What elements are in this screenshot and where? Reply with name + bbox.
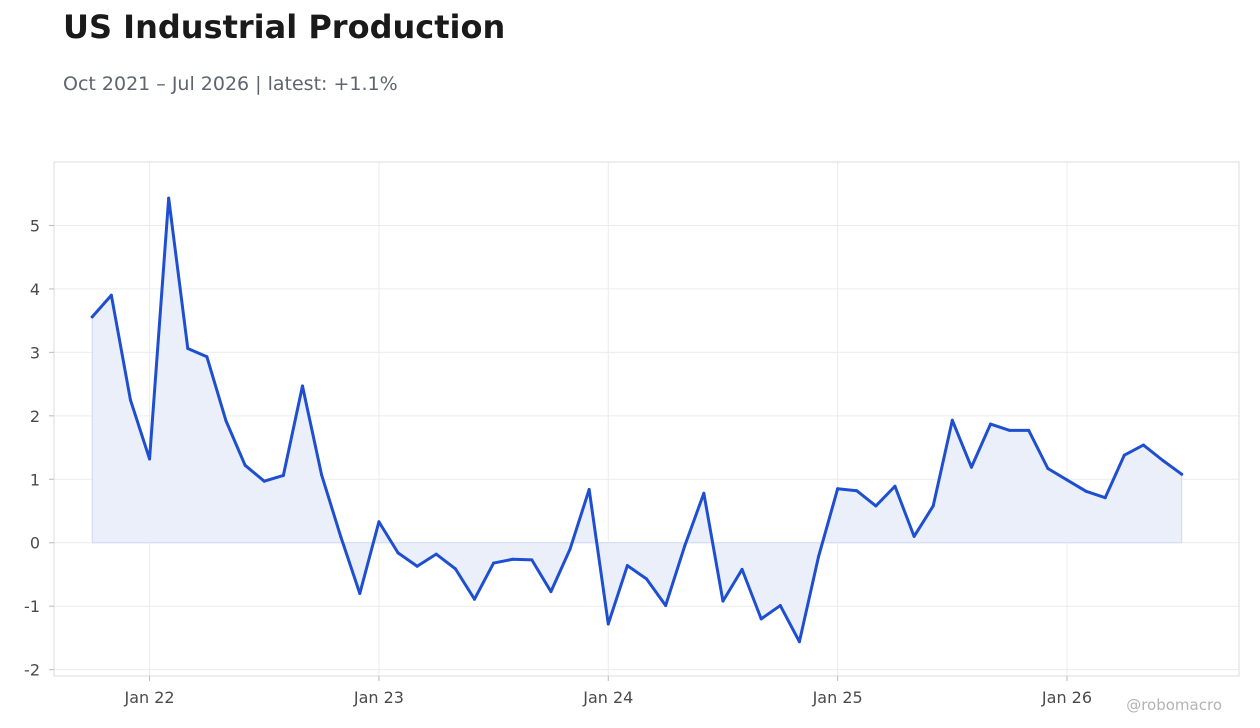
- data-point: [453, 567, 457, 571]
- data-point: [893, 484, 897, 488]
- data-point: [243, 463, 247, 467]
- data-point: [721, 599, 725, 603]
- data-point: [167, 196, 171, 200]
- watermark: @robomacro: [1126, 696, 1222, 714]
- data-point: [1103, 496, 1107, 500]
- data-point: [1084, 489, 1088, 493]
- data-point: [358, 592, 362, 596]
- data-point: [396, 551, 400, 555]
- ytick-label: 1: [30, 470, 40, 489]
- data-points: [90, 196, 1184, 644]
- data-point: [128, 398, 132, 402]
- data-point: [90, 315, 94, 319]
- ytick-label: -2: [24, 661, 40, 680]
- data-point: [377, 520, 381, 524]
- data-point: [530, 558, 534, 562]
- data-point: [549, 590, 553, 594]
- data-point: [511, 557, 515, 561]
- data-point: [568, 547, 572, 551]
- ytick-label: 3: [30, 343, 40, 362]
- data-point: [740, 567, 744, 571]
- chart-subtitle: Oct 2021 – Jul 2026 | latest: +1.1%: [63, 73, 398, 95]
- data-point: [492, 561, 496, 565]
- data-point: [224, 419, 228, 423]
- data-point: [797, 640, 801, 644]
- data-point: [1046, 467, 1050, 470]
- data-point: [625, 564, 629, 568]
- data-point: [817, 555, 821, 559]
- data-point: [300, 384, 304, 388]
- data-point: [1027, 428, 1031, 432]
- xtick-label: Jan 24: [582, 688, 633, 707]
- data-point: [606, 622, 610, 626]
- data-point: [1065, 478, 1069, 482]
- data-point: [1008, 428, 1012, 432]
- chart-title: US Industrial Production: [63, 8, 506, 46]
- data-point: [836, 487, 840, 491]
- data-point: [759, 617, 763, 621]
- data-point: [109, 293, 113, 297]
- data-point: [339, 534, 343, 538]
- x-axis: Jan 22 Jan 23 Jan 24 Jan 25 Jan 26: [124, 676, 1092, 707]
- data-point: [320, 473, 324, 477]
- data-point: [148, 457, 152, 461]
- data-point: [912, 534, 916, 538]
- ytick-label: 5: [30, 216, 40, 235]
- data-point: [415, 564, 419, 568]
- xtick-label: Jan 23: [353, 688, 404, 707]
- data-point: [874, 504, 878, 508]
- y-axis: -2 -1 0 1 2 3 4 5: [24, 216, 54, 680]
- data-point: [989, 422, 993, 426]
- ytick-label: 2: [30, 407, 40, 426]
- data-point: [205, 355, 209, 359]
- data-point: [587, 487, 591, 491]
- xtick-label: Jan 25: [812, 688, 863, 707]
- ytick-label: 0: [30, 534, 40, 553]
- data-point: [186, 347, 190, 351]
- area-fill: [91, 198, 1183, 644]
- data-point: [969, 465, 973, 469]
- data-point: [1161, 458, 1165, 462]
- data-point: [472, 597, 476, 601]
- data-point: [931, 504, 935, 508]
- data-point: [645, 577, 648, 581]
- series-line: [90, 196, 1184, 644]
- data-point: [778, 604, 782, 608]
- xtick-label: Jan 26: [1041, 688, 1092, 707]
- plot-frame: [53, 161, 1240, 677]
- data-point: [1141, 443, 1145, 447]
- data-point: [1180, 472, 1184, 476]
- data-point: [950, 418, 954, 422]
- xtick-label: Jan 22: [124, 688, 175, 707]
- data-point: [281, 473, 285, 477]
- data-point: [262, 479, 266, 483]
- data-point: [855, 489, 859, 493]
- ytick-label: -1: [24, 597, 40, 616]
- data-point: [664, 604, 668, 608]
- ytick-label: 4: [30, 280, 40, 299]
- data-point: [702, 491, 706, 495]
- data-point: [1122, 453, 1126, 457]
- data-point: [434, 552, 438, 556]
- grid: [54, 162, 1239, 676]
- data-point: [683, 544, 687, 548]
